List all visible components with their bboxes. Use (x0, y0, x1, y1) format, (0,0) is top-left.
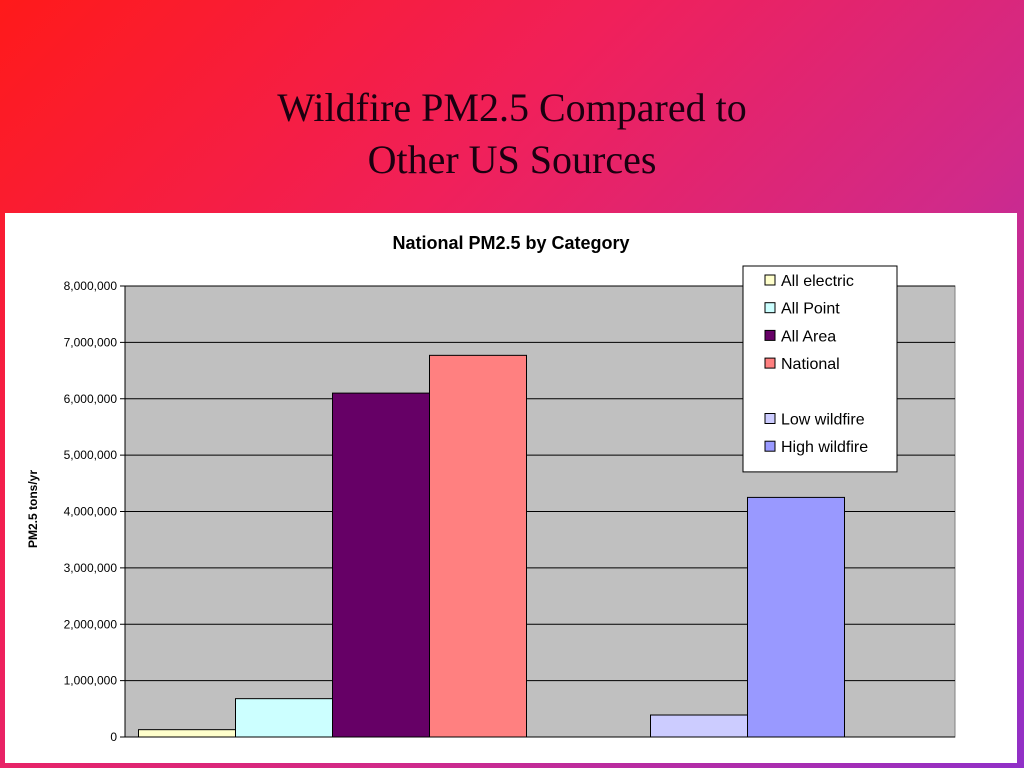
chart-panel: National PM2.5 by Category PM2.5 tons/yr… (5, 213, 1017, 763)
slide-title: Wildfire PM2.5 Compared to Other US Sour… (0, 82, 1024, 186)
bar-all-area (332, 392, 430, 738)
legend-label: All electric (781, 273, 854, 290)
y-tick-label: 5,000,000 (64, 448, 118, 462)
legend-label: Low wildfire (781, 412, 865, 429)
chart-title: National PM2.5 by Category (392, 233, 629, 253)
legend-label: High wildfire (781, 439, 868, 456)
y-tick-label: 4,000,000 (64, 505, 118, 519)
y-tick-label: 0 (110, 730, 117, 744)
legend-swatch (764, 357, 776, 369)
legend-swatch (764, 413, 776, 424)
slide-title-line-1: Wildfire PM2.5 Compared to (277, 85, 747, 130)
bar-all-electric (138, 729, 236, 738)
legend-label: All Area (781, 328, 836, 345)
bar-chart: National PM2.5 by Category PM2.5 tons/yr… (26, 233, 956, 744)
legend-swatch (764, 302, 776, 314)
legend-swatch (764, 274, 776, 286)
y-tick-label: 8,000,000 (64, 279, 118, 293)
legend-label: National (781, 356, 840, 373)
y-tick-label: 2,000,000 (64, 617, 118, 631)
legend-label: All Point (781, 301, 840, 318)
legend-swatch (764, 329, 776, 341)
bar-national (429, 354, 527, 738)
bar-all-point (235, 698, 333, 738)
bar-high-wildfire (747, 496, 845, 738)
legend-swatch (764, 440, 776, 452)
legend-box (742, 265, 898, 473)
y-axis-label: PM2.5 tons/yr (26, 470, 40, 548)
bar-low-wildfire (650, 714, 748, 738)
y-tick-label: 1,000,000 (64, 674, 118, 688)
slide-title-line-2: Other US Sources (367, 137, 657, 182)
y-tick-label: 3,000,000 (64, 561, 118, 575)
y-tick-label: 6,000,000 (64, 392, 118, 406)
y-tick-label: 7,000,000 (64, 335, 118, 349)
